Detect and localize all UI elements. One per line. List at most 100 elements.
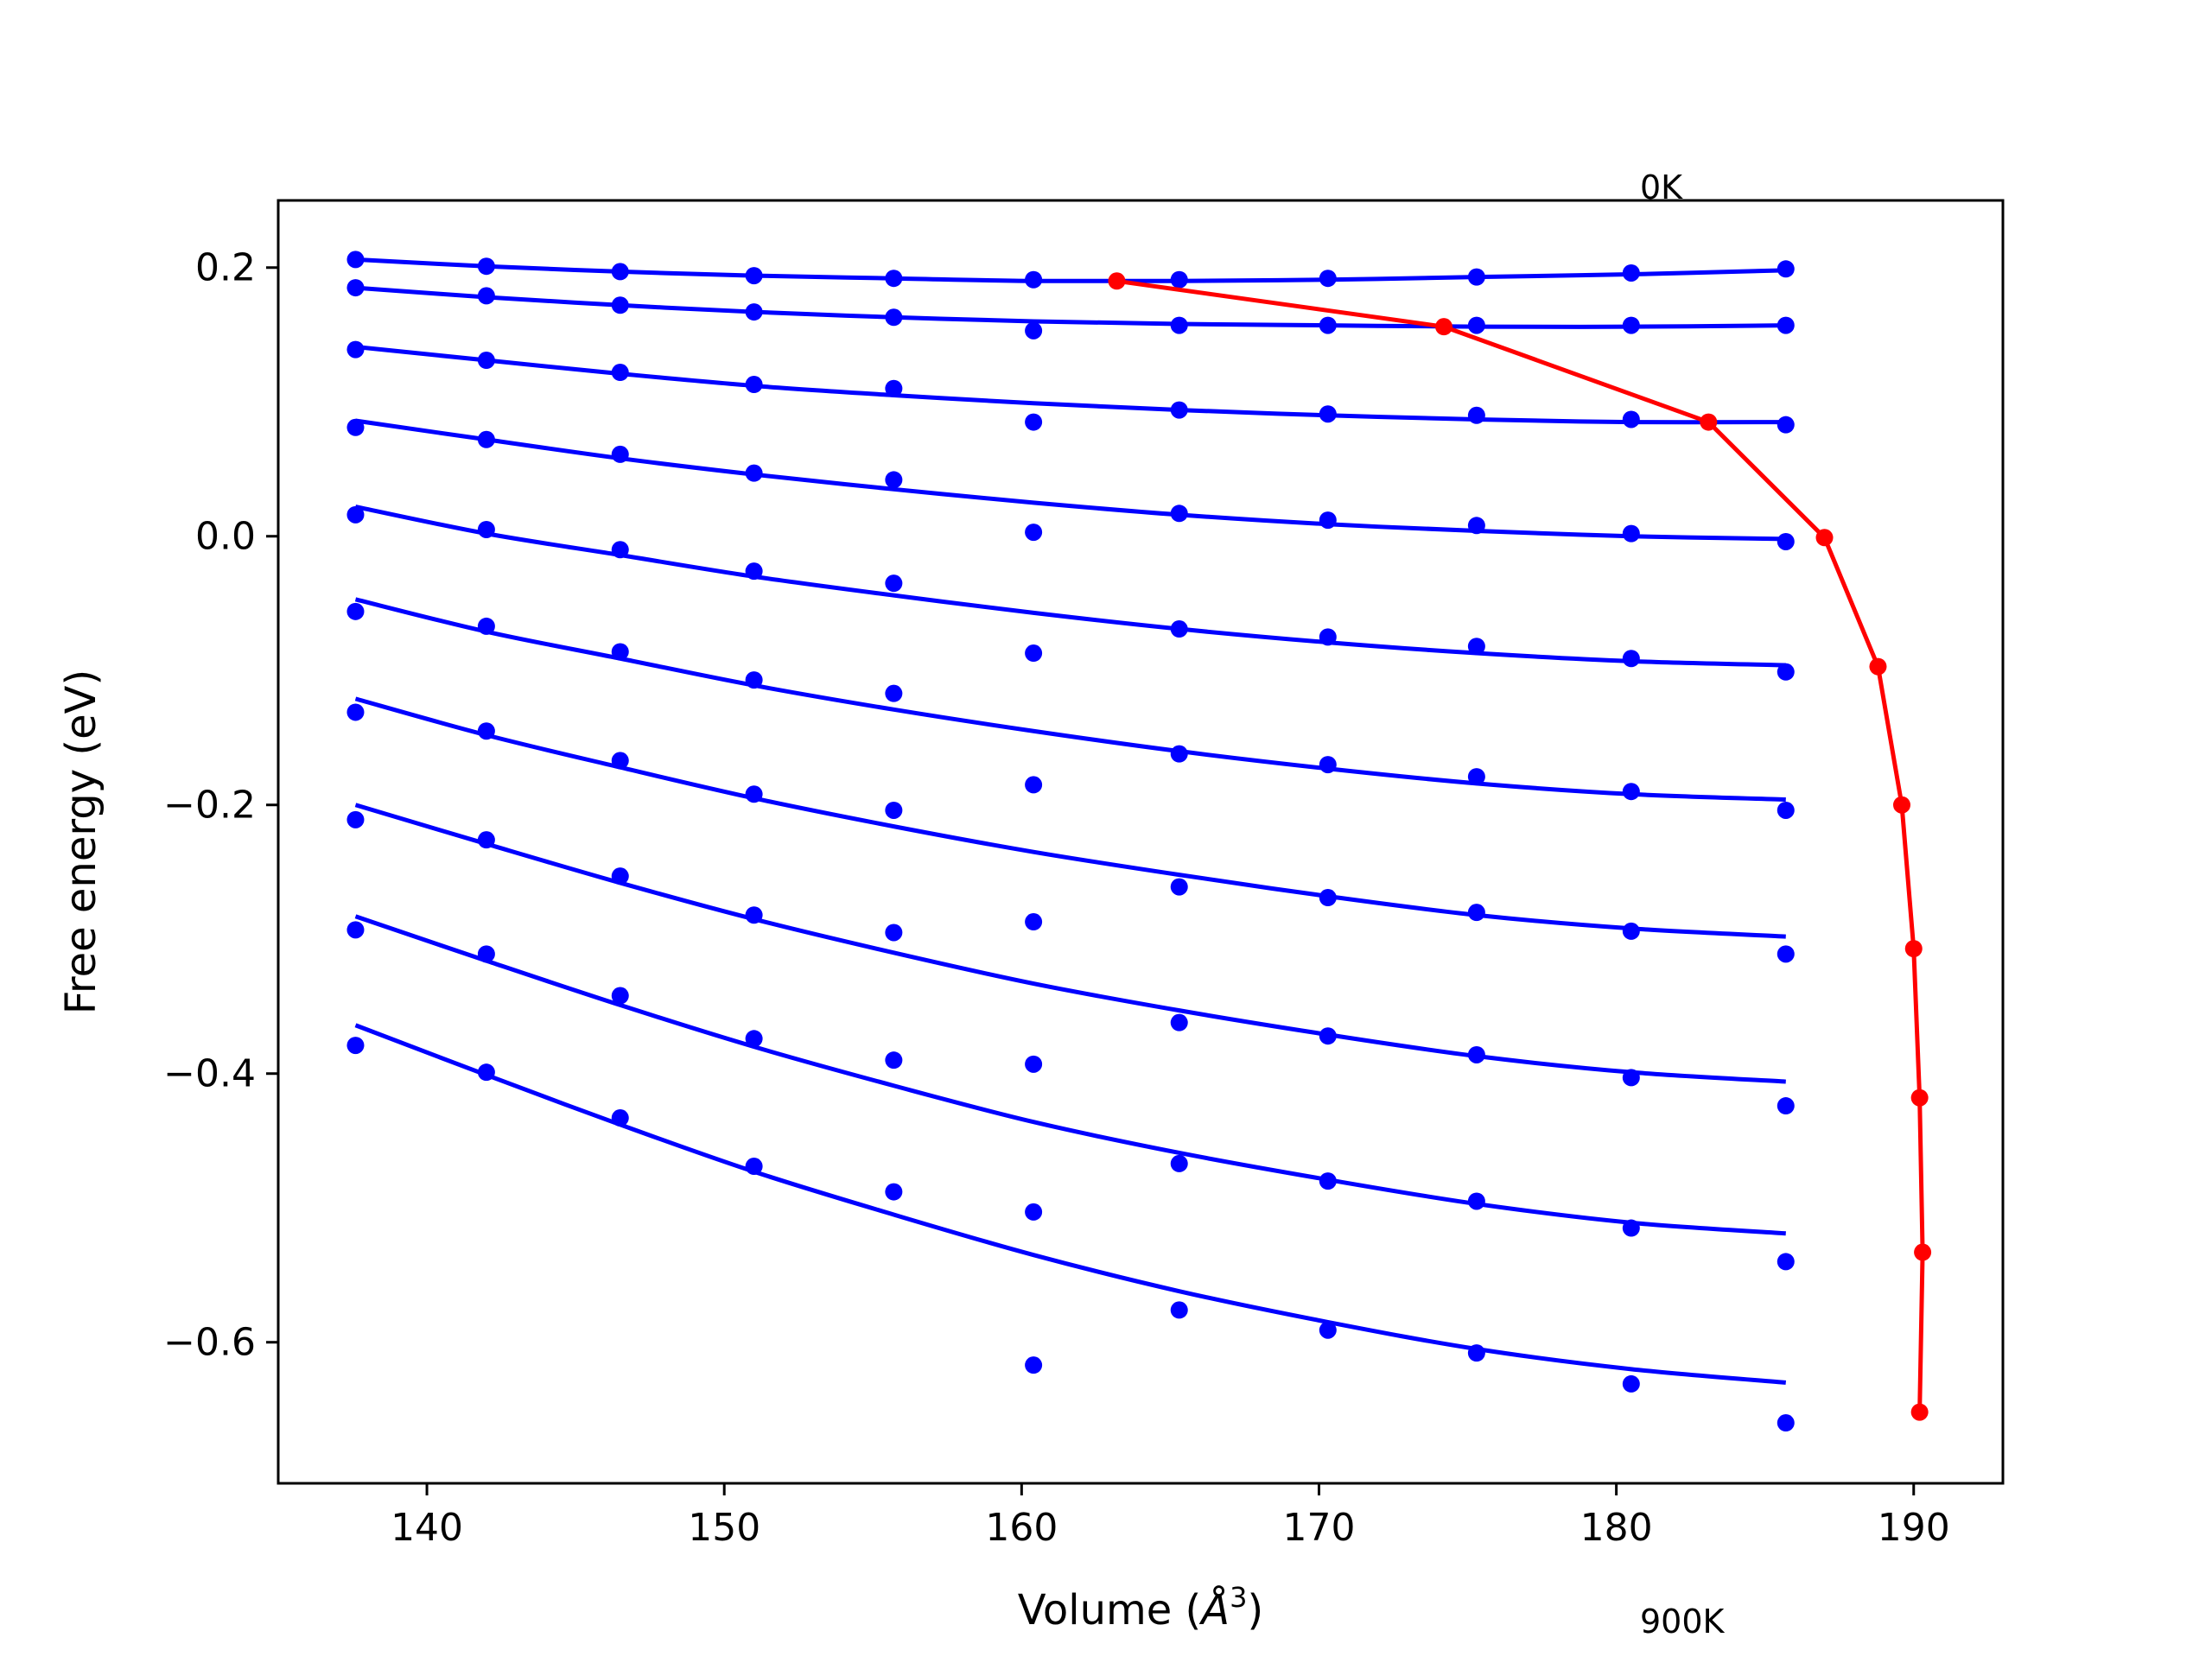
data-point-series4-4 [745, 464, 763, 482]
data-point-series4-7 [1170, 505, 1188, 523]
data-point-series7-11 [1777, 945, 1795, 963]
x-axis-label-exponent: 3 [1230, 1581, 1247, 1614]
data-point-series3-11 [1777, 416, 1795, 434]
y-tick-label-1: 0.0 [195, 515, 256, 559]
data-point-series7-2 [477, 722, 495, 740]
data-point-series8-9 [1467, 1045, 1485, 1063]
data-point-series9-11 [1777, 1253, 1795, 1271]
fit-curve-8 [354, 803, 1786, 1084]
data-point-series5-1 [346, 505, 365, 524]
data-point-series1-7 [1170, 270, 1188, 289]
data-point-series2-6 [1025, 321, 1043, 340]
data-point-series8-5 [885, 924, 903, 942]
data-point-series4-5 [885, 471, 903, 489]
data-point-series1-8 [1319, 270, 1337, 288]
data-point-series7-8 [1319, 889, 1337, 907]
data-point-series1-10 [1622, 263, 1640, 282]
data-point-series2-4 [745, 303, 763, 321]
data-point-series6-4 [745, 671, 763, 689]
x-tick-label-180: 180 [1580, 1506, 1653, 1550]
data-point-series2-8 [1319, 316, 1337, 334]
plot-area [346, 251, 1932, 1432]
data-point-series6-5 [885, 684, 903, 702]
data-point-series7-10 [1622, 922, 1640, 940]
data-point-series8-7 [1170, 1013, 1188, 1031]
data-point-series9-4 [745, 1030, 763, 1048]
data-point-series6-8 [1319, 756, 1337, 774]
data-point-series9-6 [1025, 1203, 1043, 1221]
data-point-series10-11 [1777, 1414, 1795, 1432]
x-tick-label-190: 190 [1878, 1506, 1950, 1550]
fit-curve-6 [354, 597, 1786, 803]
data-point-series1-5 [885, 270, 903, 288]
data-point-series2-11 [1777, 316, 1795, 334]
data-point-series4-6 [1025, 524, 1043, 542]
data-point-series10-6 [1025, 1356, 1043, 1374]
data-point-series3-6 [1025, 413, 1043, 431]
x-tick-label-150: 150 [688, 1506, 760, 1550]
data-point-series4-1 [346, 418, 365, 436]
data-point-series1-2 [477, 257, 495, 276]
x-axis-label-close: ) [1247, 1586, 1263, 1634]
data-point-series1-1 [346, 251, 365, 269]
data-point-series5-11 [1777, 663, 1795, 681]
minimum-path-point-7 [1904, 940, 1923, 958]
data-point-series10-5 [885, 1183, 903, 1201]
data-point-series8-11 [1777, 1097, 1795, 1115]
minimum-path-point-2 [1435, 318, 1453, 336]
data-point-series5-6 [1025, 644, 1043, 663]
data-point-series5-3 [611, 541, 629, 559]
data-point-series10-9 [1467, 1344, 1485, 1362]
minimum-path-point-8 [1910, 1089, 1929, 1107]
data-point-series4-8 [1319, 511, 1337, 530]
data-point-series5-2 [477, 520, 495, 538]
data-point-series6-9 [1467, 768, 1485, 786]
data-point-series9-2 [477, 945, 495, 963]
data-point-series2-10 [1622, 316, 1640, 334]
data-point-series7-5 [885, 801, 903, 819]
data-point-series3-3 [611, 364, 629, 382]
data-point-series3-7 [1170, 401, 1188, 419]
data-point-series3-1 [346, 340, 365, 359]
data-point-series5-8 [1319, 628, 1337, 646]
minimum-path-point-9 [1914, 1243, 1932, 1261]
data-point-series10-8 [1319, 1321, 1337, 1339]
data-point-series3-8 [1319, 405, 1337, 423]
data-point-series4-3 [611, 445, 629, 463]
data-point-series9-3 [611, 987, 629, 1005]
y-axis-ticks: 0.2 0.0 −0.2 −0.4 −0.6 [163, 246, 278, 1365]
data-point-series9-8 [1319, 1172, 1337, 1190]
minimum-path-line [1116, 278, 1925, 1412]
data-point-series6-3 [611, 643, 629, 661]
data-point-series9-10 [1622, 1219, 1640, 1237]
data-point-series5-4 [745, 562, 763, 581]
x-tick-label-160: 160 [985, 1506, 1058, 1550]
data-point-series4-9 [1467, 517, 1485, 535]
data-point-series9-5 [885, 1051, 903, 1070]
axes-frame [276, 199, 2005, 1485]
fit-curve-4 [355, 418, 1786, 542]
fit-curve-2 [355, 285, 1786, 329]
data-point-series7-3 [611, 752, 629, 770]
data-point-series8-2 [477, 831, 495, 849]
data-point-series10-2 [477, 1063, 495, 1082]
data-point-series9-9 [1467, 1192, 1485, 1210]
data-point-series3-2 [477, 352, 495, 370]
y-tick-label-0: 0.2 [195, 246, 256, 290]
fit-curve-7 [354, 696, 1786, 939]
fit-curve-3 [355, 345, 1786, 425]
minimum-path-point-6 [1892, 796, 1910, 814]
data-point-series1-6 [1025, 270, 1043, 289]
data-point-series7-6 [1025, 913, 1043, 931]
y-tick-label-4: −0.6 [163, 1321, 256, 1365]
data-point-series5-7 [1170, 620, 1188, 638]
data-point-series10-3 [611, 1109, 629, 1127]
data-point-series6-2 [477, 617, 495, 635]
data-point-series7-9 [1467, 904, 1485, 922]
annotation-top: 0K [1640, 168, 1683, 206]
data-point-series8-10 [1622, 1069, 1640, 1087]
data-point-series7-1 [346, 703, 365, 721]
data-point-series2-3 [611, 296, 629, 314]
